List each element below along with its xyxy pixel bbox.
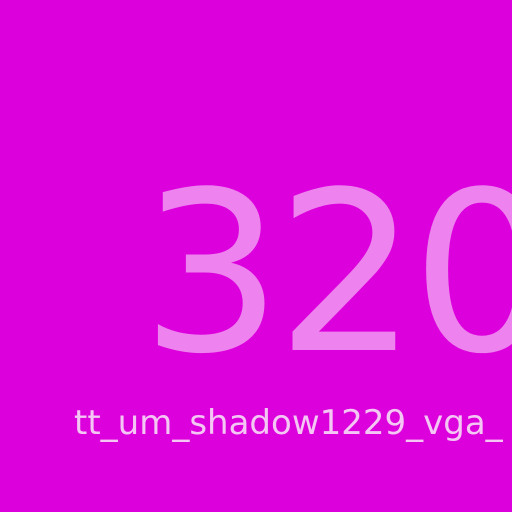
- display-caption: tt_um_shadow1229_vga_: [74, 403, 503, 443]
- display-number: 320: [141, 145, 512, 403]
